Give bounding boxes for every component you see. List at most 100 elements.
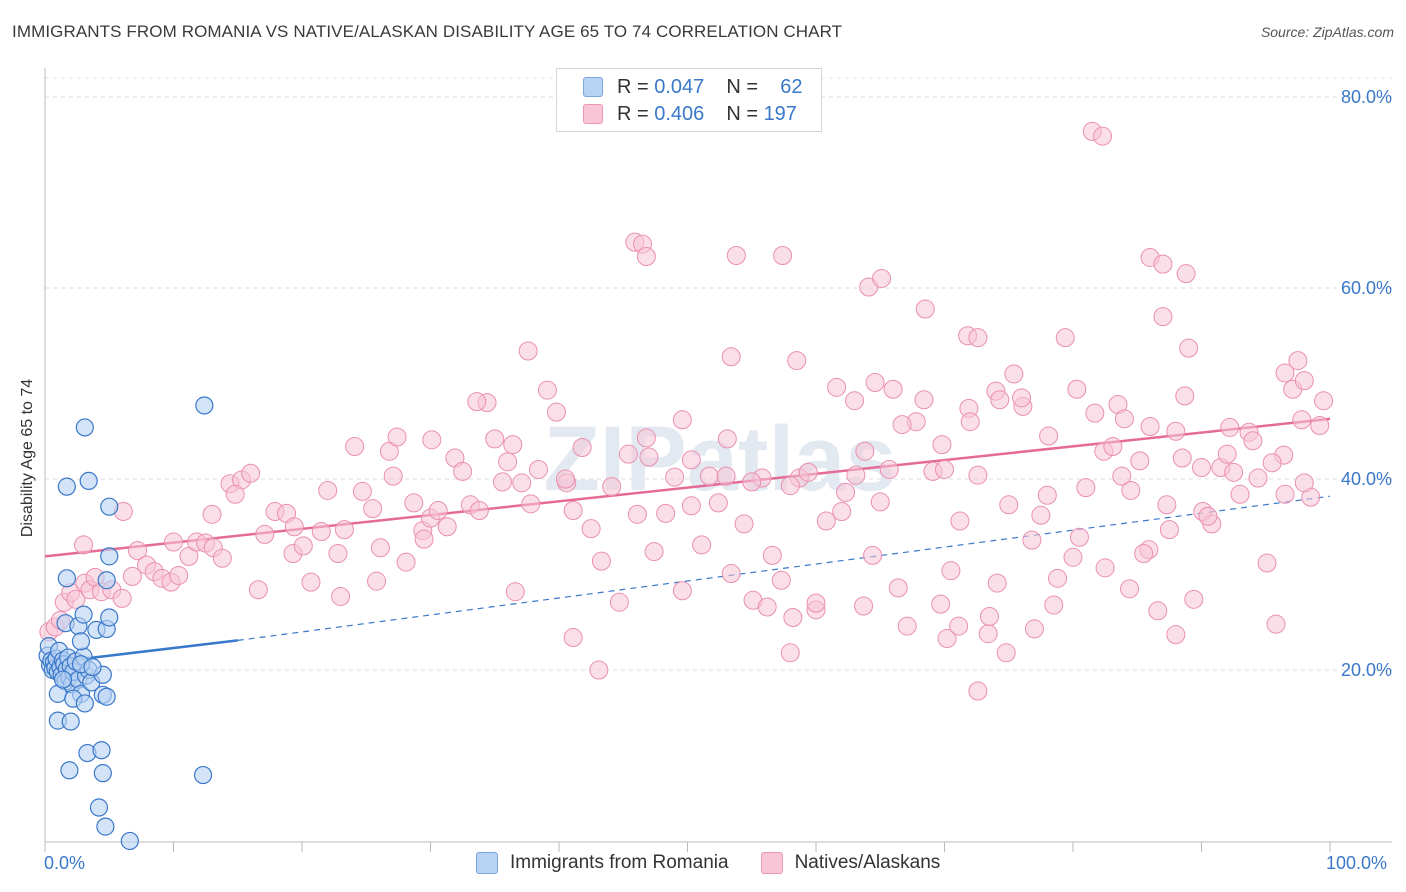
point-natives[interactable] [202,504,222,524]
point-natives[interactable] [1184,589,1204,609]
point-natives[interactable] [512,473,532,493]
point-natives[interactable] [1248,468,1268,488]
point-romania[interactable] [100,547,119,566]
point-natives[interactable] [404,493,424,513]
point-natives[interactable] [816,511,836,531]
point-natives[interactable] [1310,416,1330,436]
point-natives[interactable] [241,463,261,483]
point-natives[interactable] [780,643,800,663]
point-natives[interactable] [1044,595,1064,615]
point-natives[interactable] [1121,480,1141,500]
point-natives[interactable] [883,379,903,399]
point-natives[interactable] [636,246,656,266]
point-natives[interactable] [771,570,791,590]
point-natives[interactable] [941,561,961,581]
point-romania[interactable] [61,712,80,731]
point-natives[interactable] [591,551,611,571]
point-natives[interactable] [1192,458,1211,478]
point-romania[interactable] [120,831,139,851]
point-natives[interactable] [1275,484,1295,504]
point-natives[interactable] [726,246,746,266]
point-natives[interactable] [518,341,538,361]
point-natives[interactable] [334,520,354,540]
point-natives[interactable] [806,593,826,613]
point-natives[interactable] [950,511,970,531]
point-natives[interactable] [387,427,407,447]
point-natives[interactable] [931,594,951,614]
point-natives[interactable] [1031,505,1051,525]
point-natives[interactable] [112,588,132,608]
point-natives[interactable] [870,492,890,512]
point-natives[interactable] [1114,409,1134,429]
point-natives[interactable] [1093,126,1113,146]
point-natives[interactable] [572,437,592,457]
point-natives[interactable] [469,501,489,521]
point-natives[interactable] [618,444,638,464]
point-natives[interactable] [1166,625,1186,645]
point-natives[interactable] [979,607,999,627]
point-natives[interactable] [1157,495,1177,515]
point-natives[interactable] [1266,614,1286,634]
point-natives[interactable] [1120,579,1140,599]
point-natives[interactable] [1048,568,1068,588]
point-natives[interactable] [1175,386,1195,406]
point-natives[interactable] [537,380,557,400]
point-natives[interactable] [1140,416,1160,436]
point-natives[interactable] [318,480,338,500]
point-natives[interactable] [879,459,899,479]
point-natives[interactable] [672,581,692,601]
point-romania[interactable] [100,608,119,627]
point-natives[interactable] [352,481,372,501]
point-natives[interactable] [1037,485,1057,505]
point-natives[interactable] [492,472,512,492]
point-natives[interactable] [681,496,701,516]
point-romania[interactable] [57,569,76,588]
point-natives[interactable] [1055,328,1075,348]
point-romania[interactable] [193,765,213,785]
point-natives[interactable] [212,548,232,568]
point-natives[interactable] [1224,462,1244,482]
point-natives[interactable] [636,428,656,448]
point-natives[interactable] [845,391,865,411]
point-natives[interactable] [935,459,954,479]
point-natives[interactable] [1024,619,1044,639]
point-natives[interactable] [1176,264,1196,284]
point-natives[interactable] [846,465,866,485]
point-natives[interactable] [311,522,331,542]
point-natives[interactable] [780,476,800,496]
point-natives[interactable] [872,268,892,288]
point-natives[interactable] [1112,466,1132,486]
point-natives[interactable] [996,643,1016,663]
point-natives[interactable] [708,493,728,513]
point-natives[interactable] [1039,426,1059,446]
point-natives[interactable] [773,246,793,266]
point-natives[interactable] [1076,478,1096,498]
point-natives[interactable] [863,545,883,565]
point-natives[interactable] [505,582,525,602]
point-natives[interactable] [169,565,189,585]
point-natives[interactable] [602,477,622,497]
point-natives[interactable] [1012,388,1032,408]
point-natives[interactable] [1153,254,1173,274]
point-natives[interactable] [1179,338,1199,358]
point-natives[interactable] [762,545,782,565]
point-natives[interactable] [367,571,387,591]
point-natives[interactable] [1063,547,1083,567]
point-natives[interactable] [978,624,998,644]
point-natives[interactable] [855,441,875,461]
point-romania[interactable] [92,741,111,760]
point-natives[interactable] [1148,601,1168,621]
point-natives[interactable] [498,452,518,472]
point-natives[interactable] [1095,558,1115,578]
point-romania[interactable] [97,687,116,706]
point-natives[interactable] [1314,391,1334,411]
point-natives[interactable] [681,450,701,470]
point-natives[interactable] [832,501,852,521]
legend-item-natives[interactable]: Natives/Alaskans [760,852,940,874]
point-natives[interactable] [968,328,988,348]
point-natives[interactable] [1172,448,1192,468]
point-natives[interactable] [990,390,1010,410]
point-natives[interactable] [164,532,183,552]
point-romania[interactable] [71,632,91,651]
point-natives[interactable] [757,597,777,617]
